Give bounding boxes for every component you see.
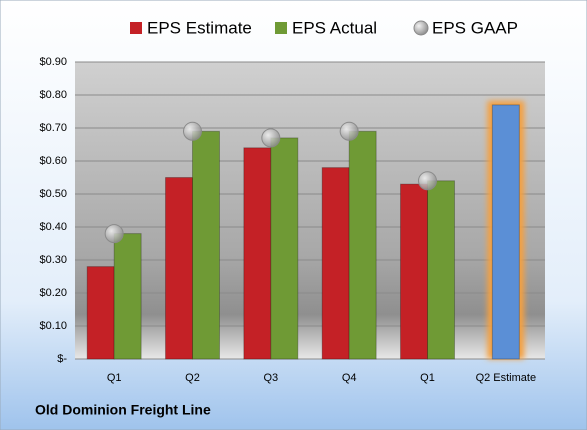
legend-marker — [130, 22, 142, 34]
gaap-marker — [418, 171, 437, 191]
y-tick-label: $0.30 — [39, 254, 67, 266]
y-tick-label: $0.90 — [39, 56, 67, 68]
x-tick-label: Q1 — [107, 372, 122, 384]
bar — [400, 183, 428, 360]
x-tick-label: Q1 — [420, 372, 435, 384]
y-tick-label: $0.60 — [39, 155, 67, 167]
bar — [113, 233, 142, 360]
plot-area — [75, 62, 545, 359]
bar — [270, 137, 299, 360]
x-tick-label: Q2 Estimate — [476, 372, 537, 384]
bar — [427, 180, 455, 360]
bar — [165, 177, 193, 360]
y-tick-label: $0.10 — [39, 320, 67, 332]
legend-label: EPS GAAP — [432, 18, 518, 37]
footer: Old Dominion Freight Line — [35, 402, 211, 418]
legend-marker — [413, 20, 429, 36]
bar — [243, 147, 272, 360]
gaap-marker — [339, 121, 359, 141]
bar — [491, 104, 520, 360]
y-tick-label: $0.20 — [39, 287, 67, 299]
y-tick-label: $0.70 — [39, 122, 67, 134]
y-tick-label: $0.50 — [39, 188, 67, 200]
x-tick-label: Q2 — [185, 372, 200, 384]
legend-label: EPS Actual — [292, 18, 377, 37]
gaap-marker — [104, 224, 124, 244]
x-tick-label: Q4 — [342, 372, 357, 384]
x-tick-label: Q3 — [263, 372, 278, 384]
bar — [321, 167, 350, 360]
bar — [348, 130, 377, 360]
gaap-marker — [261, 128, 281, 148]
bar — [192, 130, 220, 360]
legend-label: EPS Estimate — [147, 18, 252, 37]
bar — [86, 266, 115, 360]
y-tick-label: $- — [57, 353, 67, 365]
legend-marker — [275, 22, 287, 34]
y-tick-label: $0.80 — [39, 89, 67, 101]
gaap-marker — [183, 121, 202, 141]
y-tick-label: $0.40 — [39, 221, 67, 233]
